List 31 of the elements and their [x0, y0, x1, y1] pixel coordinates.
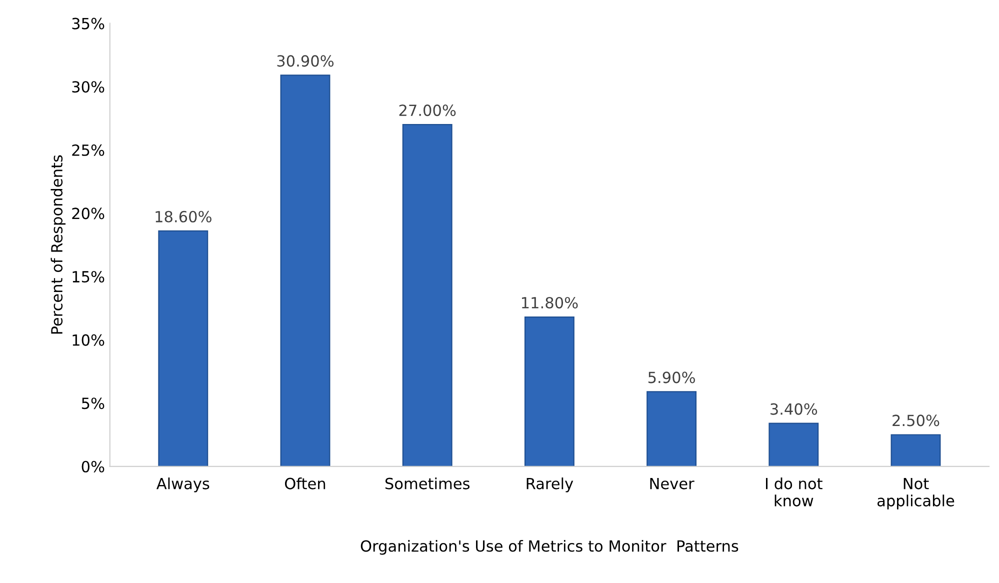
x-tick-label: Always — [156, 478, 210, 492]
x-axis-title: Organization's Use of Metrics to Monitor Patterns — [360, 540, 738, 555]
x-tick-label: Often — [285, 478, 326, 490]
bar — [524, 316, 574, 466]
y-tick-label: 5% — [82, 398, 104, 410]
bar — [280, 74, 330, 466]
bar — [646, 391, 697, 466]
data-label: 2.50% — [892, 414, 940, 426]
data-label: 30.90% — [277, 55, 334, 67]
y-tick-label: 0% — [82, 460, 104, 472]
y-tick-label: 25% — [72, 144, 104, 156]
y-tick-label: 30% — [72, 81, 104, 93]
y-tick-label: 10% — [72, 334, 104, 346]
x-tick-label: I do not know — [766, 478, 822, 506]
data-label: 5.90% — [648, 372, 695, 384]
x-tick-label: Rarely — [526, 478, 574, 492]
y-tick-label: 15% — [72, 270, 104, 283]
y-tick-label: 20% — [72, 208, 104, 220]
bar — [402, 124, 452, 466]
x-tick-label: Never — [650, 478, 694, 490]
data-label: 3.40% — [770, 403, 818, 415]
x-tick-label: Not applicable — [877, 478, 954, 510]
y-tick-label: 35% — [72, 18, 104, 30]
data-label: 11.80% — [522, 296, 578, 309]
y-axis-title: Percent of Respondents — [50, 155, 66, 334]
bar — [158, 230, 208, 466]
x-tick-label: Sometimes — [385, 478, 470, 490]
data-label: 27.00% — [399, 104, 456, 116]
bar — [768, 422, 819, 466]
bar — [890, 434, 941, 466]
data-label: 18.60% — [156, 210, 212, 222]
